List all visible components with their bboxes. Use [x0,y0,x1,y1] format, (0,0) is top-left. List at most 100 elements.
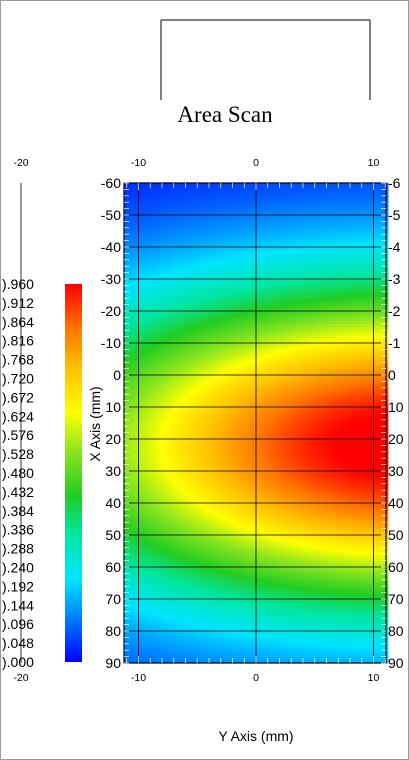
heat-cell [193,321,197,325]
heat-cell [304,300,308,304]
heat-cell [343,195,347,199]
heat-cell [232,294,236,298]
heat-cell [367,201,371,205]
heat-cell [220,267,224,271]
heat-cell [379,279,383,283]
heat-cell [202,339,206,343]
heat-cell [205,201,209,205]
heat-cell [142,345,146,349]
heat-cell [193,324,197,328]
heat-cell [202,297,206,301]
heat-cell [319,264,323,268]
heat-cell [325,204,329,208]
heat-cell [367,237,371,241]
heat-cell [361,225,365,229]
heat-cell [133,183,137,187]
heat-cell [376,207,380,211]
heat-cell [211,186,215,190]
heat-cell [211,189,215,193]
heat-cell [205,255,209,259]
heat-cell [181,195,185,199]
heat-cell [154,225,158,229]
heat-cell [250,297,254,301]
heat-cell [241,336,245,340]
heat-cell [268,294,272,298]
heat-cell [145,210,149,214]
heat-cell [346,327,350,331]
heat-cell [256,303,260,307]
heat-cell [307,330,311,334]
heat-cell [286,195,290,199]
heat-cell [256,288,260,292]
heat-cell [352,327,356,331]
heat-cell [325,318,329,322]
heat-cell [385,237,389,241]
heat-cell [334,183,338,187]
heat-cell [292,270,296,274]
heat-cell [274,333,278,337]
heat-cell [172,264,176,268]
heat-cell [268,285,272,289]
heat-cell [202,270,206,274]
heat-cell [217,258,221,262]
heat-cell [253,282,257,286]
heat-cell [313,240,317,244]
heat-cell [232,318,236,322]
heat-cell [139,318,143,322]
heat-cell [172,189,176,193]
heat-cell [148,198,152,202]
heat-cell [295,324,299,328]
heat-cell [127,186,131,190]
heat-cell [382,219,386,223]
heat-cell [382,273,386,277]
heat-cell [247,288,251,292]
heat-cell [220,303,224,307]
heat-cell [262,258,266,262]
heat-cell [340,207,344,211]
heat-cell [238,249,242,253]
heat-cell [217,327,221,331]
heat-cell [343,240,347,244]
heat-cell [232,198,236,202]
heat-cell [193,231,197,235]
heat-cell [235,237,239,241]
heat-cell [220,192,224,196]
heat-cell [298,297,302,301]
heat-cell [244,189,248,193]
heat-cell [370,252,374,256]
heat-cell [361,246,365,250]
heat-cell [130,252,134,256]
heat-cell [382,192,386,196]
heat-cell [298,249,302,253]
heat-cell [280,306,284,310]
heat-cell [184,255,188,259]
heat-cell [178,186,182,190]
heat-cell [175,339,179,343]
heat-cell [277,282,281,286]
heat-cell [352,291,356,295]
heat-cell [337,348,341,352]
heat-cell [370,321,374,325]
heat-cell [256,345,260,349]
heat-cell [211,237,215,241]
heat-cell [253,264,257,268]
heat-cell [283,321,287,325]
heat-cell [262,270,266,274]
heat-cell [316,318,320,322]
heat-cell [226,318,230,322]
heat-cell [157,342,161,346]
heat-cell [337,222,341,226]
heat-cell [184,216,188,220]
heat-cell [226,312,230,316]
heat-cell [304,306,308,310]
heat-cell [148,342,152,346]
heat-cell [331,336,335,340]
heat-cell [268,207,272,211]
heat-cell [172,231,176,235]
heat-cell [292,291,296,295]
heat-cell [172,261,176,265]
heat-cell [205,231,209,235]
heat-cell [382,327,386,331]
heat-cell [196,201,200,205]
heat-cell [208,237,212,241]
